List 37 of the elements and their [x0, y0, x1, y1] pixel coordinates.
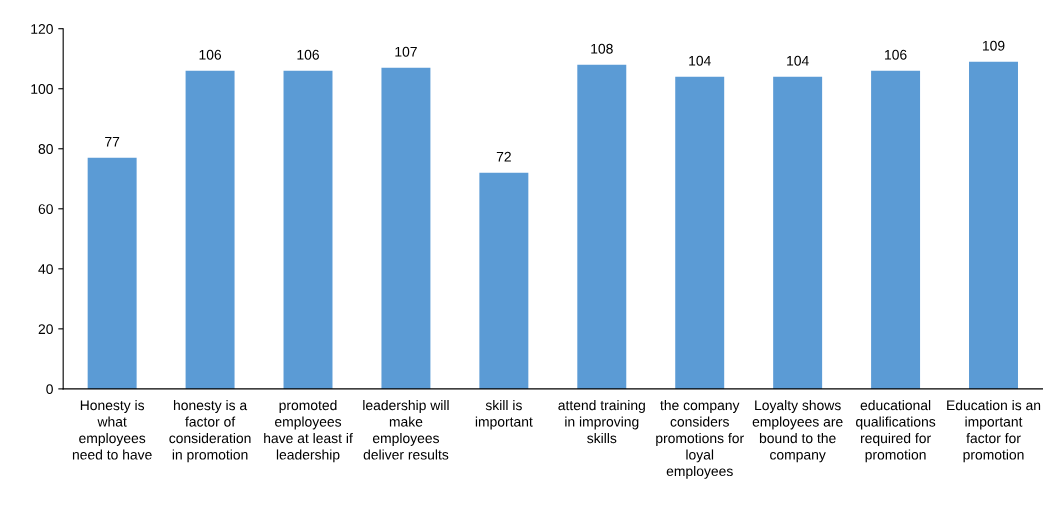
bar: [871, 70, 921, 389]
bar: [675, 76, 725, 389]
data-label: 108: [591, 43, 613, 54]
y-tick-label: 100: [31, 84, 53, 94]
data-label: 107: [395, 46, 417, 57]
bar: [185, 70, 235, 389]
bar: [87, 157, 137, 389]
x-tick-label: skill is important: [475, 400, 533, 430]
x-tick-label: attend training in improving skills: [558, 400, 645, 444]
x-tick-label: the company considers promotions for loyal employees: [656, 400, 744, 479]
data-label: 72: [496, 151, 511, 162]
x-tick-label: educational qualifications required for promotion: [856, 400, 936, 463]
y-tick-label: 40: [38, 264, 53, 274]
data-label: 104: [787, 55, 809, 66]
x-tick-label: Loyalty shows employees are bound to the company: [752, 400, 843, 463]
y-tick-label: 20: [38, 324, 53, 335]
data-label: 106: [885, 49, 907, 60]
y-tick-label: 60: [38, 204, 53, 214]
bar: [969, 61, 1018, 389]
bar: [577, 64, 627, 389]
data-label: 77: [105, 137, 120, 147]
bar: [381, 67, 431, 389]
data-label: 104: [689, 55, 711, 66]
x-tick-label: Education is an important factor for promotion: [947, 400, 1041, 463]
bar: [773, 76, 823, 389]
data-label: 109: [982, 40, 1005, 51]
bar: [283, 70, 333, 389]
data-label: 106: [297, 49, 319, 60]
x-tick-label: promoted employees have at least if leadership: [264, 400, 353, 463]
y-tick-label: 0: [46, 384, 53, 395]
x-tick-label: honesty is a factor of consideration in promotion: [169, 400, 251, 463]
y-tick-label: 120: [31, 24, 53, 34]
data-label: 106: [199, 49, 222, 60]
bar: [479, 172, 529, 389]
y-tick-label: 80: [38, 144, 53, 154]
x-tick-label: Honesty is what employees need to have: [72, 400, 152, 460]
x-tick-label: leadership will make employees deliver results: [363, 400, 449, 460]
